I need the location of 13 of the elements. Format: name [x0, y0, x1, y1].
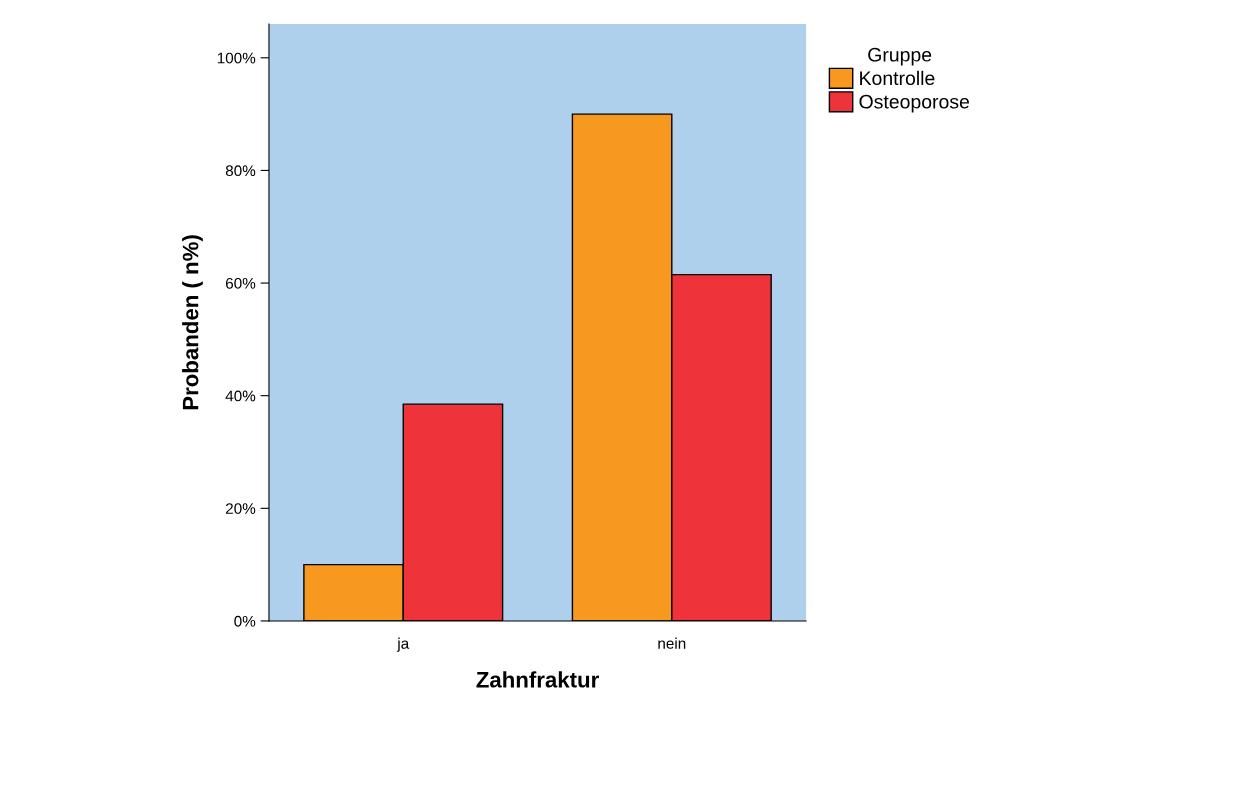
- y-tick-label: 80%: [225, 165, 256, 177]
- y-tick-label: 20%: [225, 503, 256, 514]
- x-tick-label: nein: [658, 637, 686, 649]
- legend-label: Kontrolle: [860, 70, 935, 86]
- y-tick-label: 0%: [234, 615, 256, 627]
- x-tick-label: ja: [396, 637, 410, 652]
- legend-label: Osteoporose: [859, 94, 970, 113]
- y-tick-label: 100%: [217, 52, 256, 64]
- legend-title: Gruppe: [868, 47, 932, 66]
- y-tick-label: 40%: [225, 390, 256, 402]
- x-axis-title: Zahnfraktur: [476, 671, 599, 688]
- y-tick-label: 60%: [225, 277, 256, 289]
- y-axis-title: Probanden ( n%): [182, 235, 203, 410]
